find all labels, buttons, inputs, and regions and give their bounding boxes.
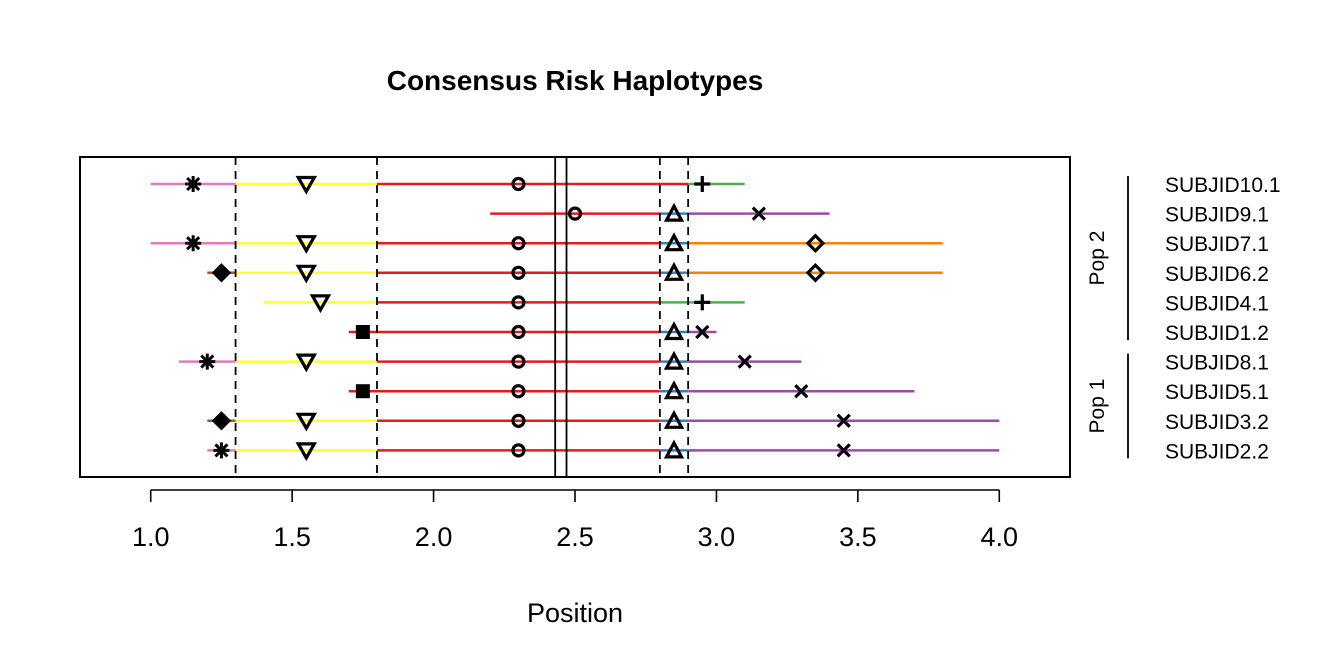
x-tick-label: 1.0 (132, 522, 170, 552)
filled-diamond-marker (211, 411, 232, 431)
triangle-down-marker (295, 175, 318, 195)
row-labels: SUBJID10.1 SUBJID9.1 SUBJID7.1 SUBJID6.2 SUB… (1165, 174, 1281, 463)
triangle-up-marker (663, 409, 685, 429)
cross-marker (737, 354, 752, 369)
row-label: SUBJID8.1 (1165, 352, 1269, 375)
x-tick-label: 4.0 (981, 522, 1019, 552)
circle-marker (511, 265, 526, 280)
circle-marker (567, 206, 583, 221)
row-label: SUBJID3.2 (1165, 411, 1269, 434)
circle-marker (511, 324, 526, 340)
filled-square-marker (355, 325, 370, 339)
group-label: Pop 2 (1086, 231, 1109, 286)
group-label: Pop 1 (1086, 379, 1109, 434)
x-tick-label: 2.0 (415, 522, 453, 552)
x-axis: 1.0 1.5 2.0 2.5 3.0 3.5 4.0 (132, 489, 1019, 552)
row-label: SUBJID4.1 (1165, 292, 1269, 315)
triangle-down-marker (295, 235, 318, 254)
row-label: SUBJID9.1 (1165, 204, 1269, 227)
circle-marker (511, 384, 526, 399)
x-tick-label: 3.5 (839, 522, 877, 552)
circle-marker (511, 236, 526, 251)
x-tick-label: 1.5 (273, 522, 311, 552)
row-label: SUBJID10.1 (1165, 174, 1281, 197)
x-tick-label: 3.0 (698, 522, 736, 552)
cross-marker (836, 443, 851, 458)
asterisk-marker (199, 353, 216, 370)
x-tick-label: 2.5 (556, 522, 594, 552)
filled-square-marker (355, 384, 370, 399)
cross-marker (751, 206, 766, 221)
row-label: SUBJID5.1 (1165, 381, 1269, 404)
triangle-up-marker (663, 439, 685, 459)
asterisk-marker (213, 442, 230, 459)
circle-marker (511, 354, 526, 369)
circle-marker (511, 176, 526, 192)
row-label: SUBJID2.2 (1165, 440, 1269, 463)
triangle-down-marker (295, 442, 318, 462)
triangle-down-marker (309, 294, 332, 314)
row-label: SUBJID7.1 (1165, 233, 1269, 256)
filled-diamond-marker (211, 263, 232, 283)
cross-marker (836, 413, 851, 428)
cross-marker (695, 324, 710, 340)
triangle-up-marker (663, 261, 685, 281)
triangle-down-marker (295, 353, 318, 373)
asterisk-marker (185, 176, 202, 192)
triangle-up-marker (663, 380, 685, 400)
triangle-up-marker (663, 232, 685, 252)
plot-frame (79, 156, 1071, 478)
cross-marker (794, 384, 809, 399)
x-axis-label: Position (527, 598, 623, 628)
plot-area (150, 157, 1000, 477)
diamond-marker (805, 233, 826, 253)
plus-marker (694, 294, 711, 311)
row-label: SUBJID6.2 (1165, 263, 1269, 286)
triangle-down-marker (295, 264, 318, 284)
triangle-down-marker (295, 412, 318, 432)
group-brackets: Pop 2 Pop 1 (1086, 176, 1129, 459)
circle-marker (511, 295, 526, 310)
plus-marker (694, 176, 711, 192)
diamond-marker (805, 263, 826, 283)
row-label: SUBJID1.2 (1165, 322, 1269, 345)
asterisk-marker (185, 235, 202, 252)
triangle-up-marker (663, 321, 685, 341)
circle-marker (511, 443, 526, 458)
circle-marker (511, 413, 526, 428)
triangle-up-marker (663, 202, 685, 222)
triangle-up-marker (663, 350, 685, 370)
chart-title: Consensus Risk Haplotypes (387, 65, 764, 96)
